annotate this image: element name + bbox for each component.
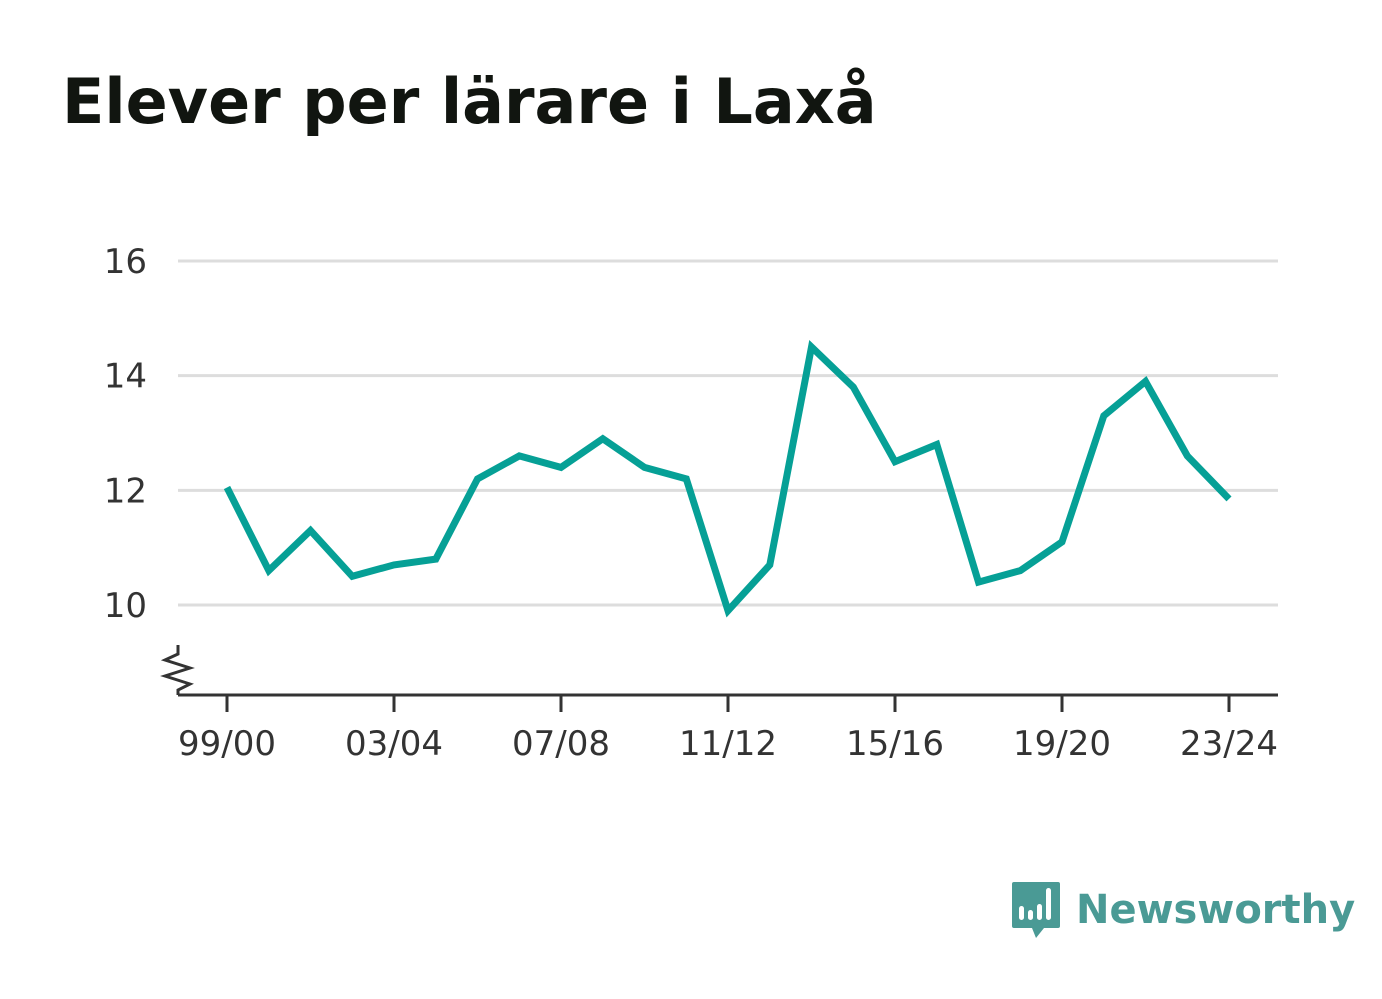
series-group	[223, 340, 1232, 618]
y-tick-label: 12	[104, 471, 147, 511]
x-tick-label: 23/24	[1180, 724, 1278, 764]
x-tick-label: 07/08	[512, 724, 610, 764]
x-tick-label: 15/16	[846, 724, 944, 764]
y-tick-label: 16	[104, 242, 147, 282]
y-tick-labels: 10 12 14 16	[104, 242, 147, 626]
brand-name: Newsworthy	[1076, 887, 1356, 933]
x-tick-label: 03/04	[345, 724, 443, 764]
x-tick-label: 19/20	[1013, 724, 1111, 764]
grid-lines	[178, 259, 1278, 607]
series-line	[223, 340, 1232, 618]
axis-break-mark	[160, 645, 195, 695]
chart-title: Elever per lärare i Laxå	[62, 65, 877, 138]
newsworthy-logo: Newsworthy	[1010, 878, 1355, 942]
y-tick-label: 14	[104, 357, 147, 397]
y-tick-label: 10	[104, 586, 147, 626]
bar-chart-bubble-icon	[1012, 882, 1060, 938]
axis-break-icon	[160, 645, 195, 695]
x-tick-label: 11/12	[679, 724, 777, 764]
x-tick-label: 99/00	[178, 724, 276, 764]
x-axis: 99/00 03/04 07/08 11/12 15/16 19/20 23/24	[178, 693, 1278, 764]
